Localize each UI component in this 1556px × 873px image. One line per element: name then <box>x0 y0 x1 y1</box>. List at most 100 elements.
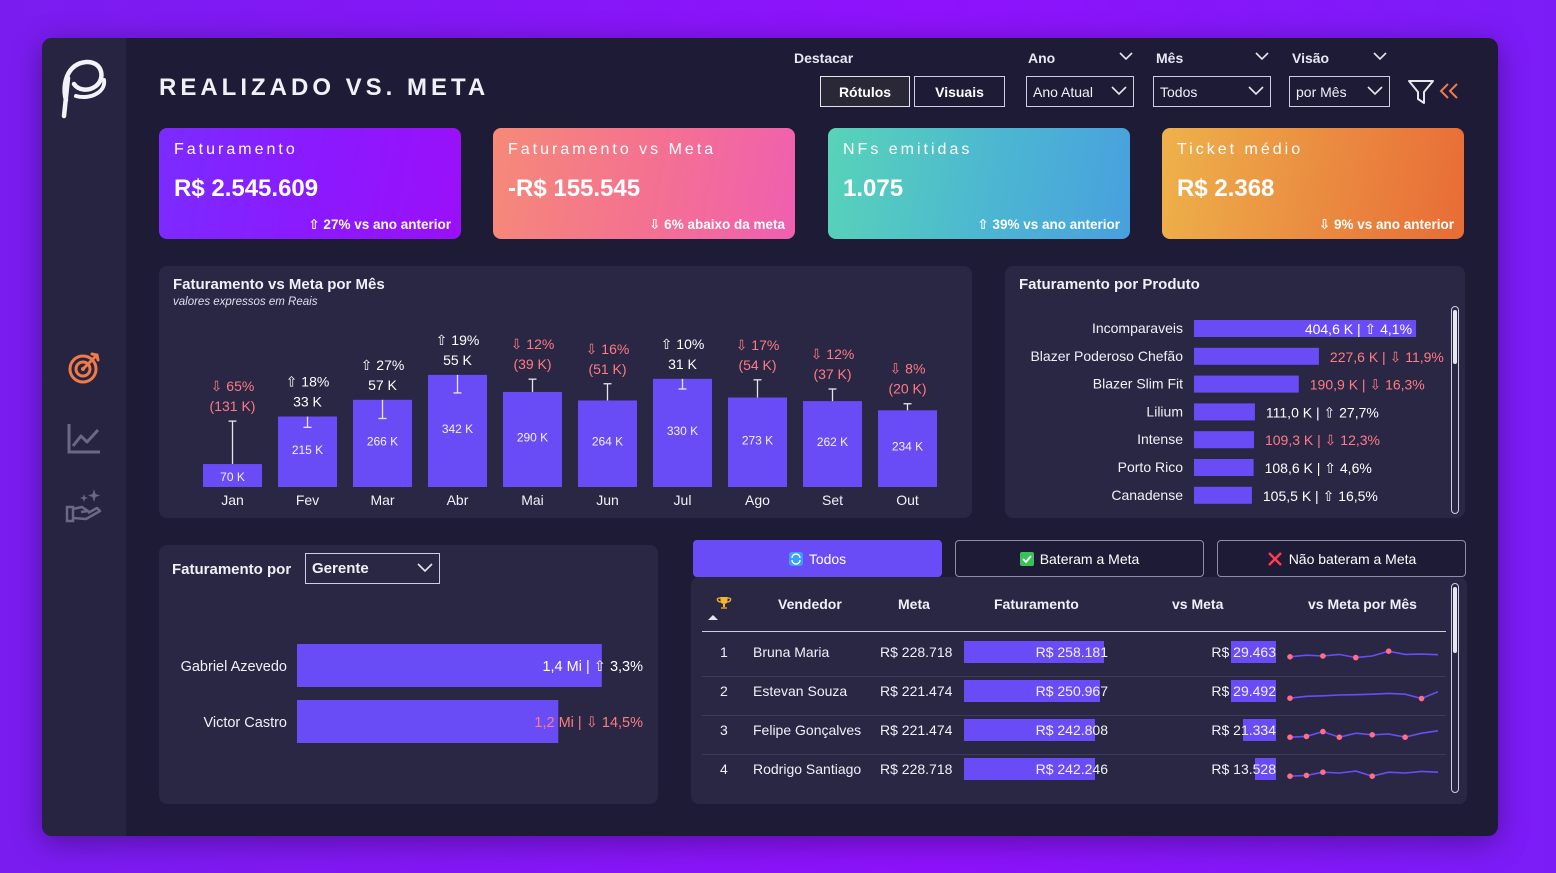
table-scroll-thumb[interactable] <box>1453 587 1457 653</box>
produto-value-label: 108,6 K | ⇧ 4,6% <box>1265 460 1372 476</box>
column-header-faturamento[interactable]: Faturamento <box>994 596 1079 612</box>
month-bar[interactable] <box>428 374 487 487</box>
rank-cell: 3 <box>720 722 728 738</box>
sparkline-point <box>1336 734 1343 740</box>
rotulos-button[interactable]: Rótulos <box>820 76 910 107</box>
column-header-vendedor[interactable]: Vendedor <box>778 596 842 612</box>
produto-bar[interactable] <box>1194 403 1255 421</box>
vs-meta-cell: R$ 29.492 <box>1211 683 1276 699</box>
month-bar[interactable] <box>278 416 337 487</box>
produto-value-label: 227,6 K | ⇩ 11,9% <box>1330 349 1444 365</box>
faturamento-cell: R$ 242.808 <box>1035 722 1108 738</box>
gerente-dimension-select[interactable]: Gerente <box>305 553 440 584</box>
produto-category-label: Blazer Slim Fit <box>1093 376 1183 392</box>
month-diff-label: (39 K) <box>513 356 551 372</box>
month-diff-label: (20 K) <box>888 381 926 397</box>
faturamento-cell: R$ 250.967 <box>1035 683 1108 699</box>
filter-icon[interactable] <box>1407 78 1435 106</box>
tab-todos[interactable]: Todos <box>693 540 942 577</box>
ano-collapse-chevron-icon[interactable] <box>1119 51 1133 61</box>
kpi-title: Faturamento vs Meta <box>508 141 717 158</box>
sort-ascending-icon[interactable] <box>708 614 718 621</box>
meta-cell: R$ 228.718 <box>880 761 953 777</box>
month-diff-label: (51 K) <box>588 361 626 377</box>
produto-chart-panel: Faturamento por Produto Incomparaveis 404… <box>1005 266 1465 518</box>
meta-cell: R$ 228.718 <box>880 644 953 660</box>
vs-meta-bar <box>1230 680 1276 702</box>
meta-cell: R$ 221.474 <box>880 722 953 738</box>
vs-meta-sparkline <box>1287 648 1438 661</box>
column-header-meta[interactable]: Meta <box>898 596 930 612</box>
month-pct-label: ⇩ 8% <box>890 361 926 377</box>
row-divider <box>702 715 1446 716</box>
produto-bar[interactable] <box>1194 431 1254 449</box>
kpi-delta: ⇧ 39% vs ano anterior <box>977 217 1120 232</box>
month-bar[interactable] <box>503 391 562 487</box>
tab-nao-bateram-meta-label: Não bateram a Meta <box>1288 550 1417 567</box>
month-bar[interactable] <box>878 410 937 487</box>
visuais-button[interactable]: Visuais <box>914 76 1005 107</box>
produto-bar[interactable] <box>1194 320 1417 337</box>
mes-select-value: Todos <box>1160 83 1198 100</box>
produto-value-label: 190,9 K | ⇩ 16,3% <box>1310 377 1425 393</box>
target-icon[interactable] <box>64 348 104 388</box>
vs-meta-cell: R$ 13.528 <box>1211 761 1276 777</box>
vendedor-cell: Estevan Souza <box>753 683 848 699</box>
produto-chart-title: Faturamento por Produto <box>1019 276 1200 293</box>
gerente-chart-label: Faturamento por <box>172 561 292 578</box>
sparkline-point <box>1402 734 1408 740</box>
month-bar[interactable] <box>578 400 637 487</box>
mes-collapse-chevron-icon[interactable] <box>1255 51 1269 61</box>
produto-bar[interactable] <box>1194 347 1319 365</box>
kpi-title: NFs emitidas <box>843 141 973 158</box>
sparkline-point <box>1287 695 1293 701</box>
row-divider <box>702 754 1446 755</box>
month-bar[interactable] <box>803 401 862 487</box>
report-window: REALIZADO VS. META Destacar Rótulos Visu… <box>42 38 1498 836</box>
tab-bateram-meta[interactable]: Bateram a Meta <box>955 540 1204 577</box>
produto-category-label: Incomparaveis <box>1092 320 1183 336</box>
gerente-bar[interactable] <box>297 700 559 743</box>
month-bar[interactable] <box>203 464 262 487</box>
produto-bar[interactable] <box>1194 459 1254 476</box>
month-axis-label: Jan <box>221 492 244 508</box>
produto-bar[interactable] <box>1194 375 1299 393</box>
month-bar[interactable] <box>653 378 712 487</box>
tab-bateram-meta-label: Bateram a Meta <box>1039 550 1140 567</box>
kpi-title: Ticket médio <box>1177 141 1304 158</box>
faturamento-bar <box>964 680 1100 702</box>
column-header-vs-meta[interactable]: vs Meta <box>1172 596 1224 612</box>
column-header-vs-meta-por-mes[interactable]: vs Meta por Mês <box>1308 596 1417 612</box>
gerente-dimension-value: Gerente <box>312 560 369 577</box>
ano-select[interactable]: Ano Atual <box>1026 76 1134 107</box>
month-bar-value-label: 266 K <box>367 434 398 448</box>
month-bar[interactable] <box>728 397 787 487</box>
sparkline-point <box>1287 734 1293 740</box>
month-diff-label: (54 K) <box>738 357 776 373</box>
vs-meta-cell: R$ 29.463 <box>1211 644 1276 660</box>
mes-select[interactable]: Todos <box>1153 76 1271 107</box>
month-pct-label: ⇩ 16% <box>586 341 630 357</box>
collapse-panel-icon[interactable] <box>1438 82 1460 100</box>
visao-collapse-chevron-icon[interactable] <box>1373 51 1387 61</box>
sparkline-point <box>1369 773 1376 779</box>
kpi-faturamento: Faturamento R$ 2.545.609 ⇧ 27% vs ano an… <box>159 128 461 239</box>
close-icon <box>1267 551 1282 566</box>
produto-scroll-thumb[interactable] <box>1453 310 1457 364</box>
checkmark-icon <box>1019 551 1034 566</box>
chevron-down-icon <box>1111 86 1127 96</box>
month-axis-label: Jun <box>596 492 619 508</box>
line-chart-icon[interactable] <box>64 418 104 458</box>
table-scrollbar[interactable] <box>1451 583 1459 793</box>
month-diff-label: 31 K <box>668 356 697 372</box>
gerente-bar[interactable] <box>297 644 602 687</box>
tab-nao-bateram-meta[interactable]: Não bateram a Meta <box>1217 540 1466 577</box>
navigation-rail <box>42 38 126 836</box>
visao-select[interactable]: por Mês <box>1289 76 1390 107</box>
produto-bar[interactable] <box>1194 486 1252 504</box>
monthly-bar-chart: 70 K (131 K) ⇩ 65% Jan 215 K 33 K ⇧ 18% Fev 266 … <box>203 332 937 508</box>
refresh-icon <box>788 551 803 566</box>
produto-scrollbar[interactable] <box>1451 306 1459 514</box>
faturamento-bar <box>964 758 1095 780</box>
hand-sparkle-icon[interactable] <box>64 485 104 525</box>
